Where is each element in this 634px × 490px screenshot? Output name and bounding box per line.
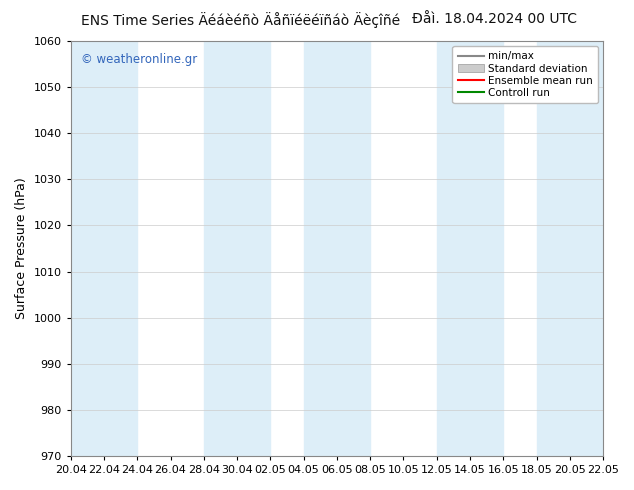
Bar (536, 41, 603, 456)
Text: Ðåì. 18.04.2024 00 UTC: Ðåì. 18.04.2024 00 UTC (412, 12, 577, 26)
Bar (204, 41, 270, 456)
Bar (304, 41, 370, 456)
Y-axis label: Surface Pressure (hPa): Surface Pressure (hPa) (15, 178, 28, 319)
Text: © weatheronline.gr: © weatheronline.gr (81, 53, 198, 67)
Bar (437, 41, 503, 456)
Text: ENS Time Series Äéáèéñò Äåñïéëéïñáò Äèçîñé: ENS Time Series Äéáèéñò Äåñïéëéïñáò Äèçî… (81, 12, 401, 28)
Bar (71, 41, 137, 456)
Legend: min/max, Standard deviation, Ensemble mean run, Controll run: min/max, Standard deviation, Ensemble me… (453, 46, 598, 103)
